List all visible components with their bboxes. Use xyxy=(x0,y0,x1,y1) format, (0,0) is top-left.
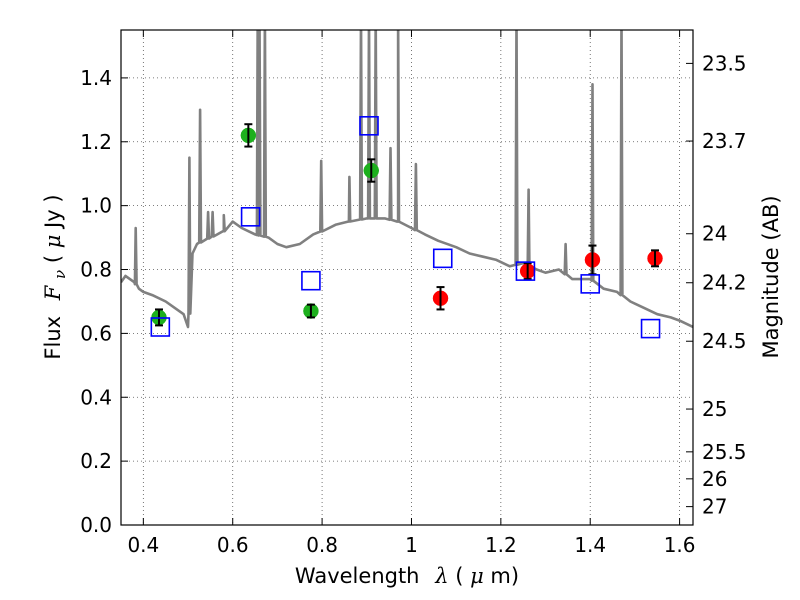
grid-lines xyxy=(121,30,693,525)
model-square-point xyxy=(580,274,601,294)
y-axis-unit-mu: μ xyxy=(41,235,65,249)
model-spectrum-line xyxy=(121,30,693,329)
data-points-layer xyxy=(150,116,663,339)
y-tick-label: 1.4 xyxy=(80,66,112,90)
model-square-point xyxy=(150,317,171,337)
y-tick-label: 0.4 xyxy=(80,385,112,409)
mag-tick-label: 25 xyxy=(702,397,727,421)
model-square-point xyxy=(301,270,321,291)
y-tick-label: 0.2 xyxy=(80,449,112,473)
mag-tick-label: 24.2 xyxy=(702,271,747,295)
y-tick-label: 0.0 xyxy=(80,513,112,537)
y-axis-title: Flux F ν ( μ Jy ) xyxy=(41,194,70,359)
model-square-point xyxy=(359,116,379,136)
mag-tick-label: 24.5 xyxy=(702,329,747,353)
right-axis-title: Magnitude (AB) xyxy=(759,195,783,358)
spectrum-layer xyxy=(121,30,693,329)
y-tick-label: 1.2 xyxy=(80,130,112,154)
y-axis-unit-rest: Jy ) xyxy=(41,194,65,230)
x-tick-label: 0.4 xyxy=(127,533,159,557)
x-axis-title: Wavelength λ ( μ m) xyxy=(295,564,519,588)
x-tick-label: 1.2 xyxy=(485,533,517,557)
x-tick-label: 1.6 xyxy=(664,533,696,557)
x-tick-label: 1 xyxy=(405,533,418,557)
x-axis-unit-open: ( xyxy=(455,564,463,588)
x-tick-label: 1.4 xyxy=(574,533,606,557)
y-axis-symbol-sub: ν xyxy=(51,270,69,279)
y-tick-label: 1.0 xyxy=(80,194,112,218)
model-square-point xyxy=(640,318,661,339)
mag-tick-label: 27 xyxy=(702,495,727,519)
mag-tick-label: 25.5 xyxy=(702,440,747,464)
y-axis-unit-open: ( xyxy=(41,248,65,263)
model-square-point xyxy=(240,207,261,227)
mag-tick-label: 24 xyxy=(702,222,727,246)
x-axis-title-prefix: Wavelength xyxy=(295,564,420,588)
y-axis-title-prefix: Flux xyxy=(41,316,65,360)
model-square-point xyxy=(432,248,453,269)
y-axis-symbol: F xyxy=(41,284,65,301)
x-tick-label: 0.8 xyxy=(306,533,338,557)
model-square-point xyxy=(515,261,536,281)
mag-tick-label: 26 xyxy=(702,467,727,491)
axis-ticks: 0.4 0.6 0.8 1 1.2 1.4 1.6 0.0 0.2 0.4 0.6 0.8 1.0 1.2… xyxy=(80,30,747,557)
x-axis-symbol: λ xyxy=(434,564,448,588)
x-axis-unit-rest: m) xyxy=(490,564,519,588)
mag-tick-label: 23.7 xyxy=(702,129,747,153)
mag-tick-label: 23.5 xyxy=(702,51,747,75)
y-tick-label: 0.8 xyxy=(80,258,112,282)
y-tick-label: 0.6 xyxy=(80,321,112,345)
x-tick-label: 0.6 xyxy=(217,533,249,557)
plot-frame xyxy=(120,29,694,526)
x-axis-unit-mu: μ xyxy=(470,564,484,588)
